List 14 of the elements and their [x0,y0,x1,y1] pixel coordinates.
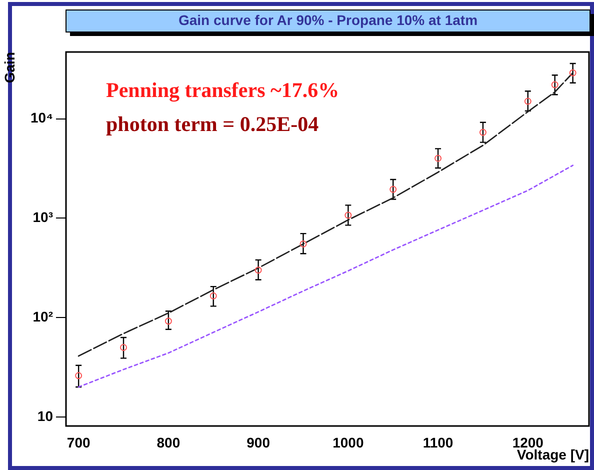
x-tick-label: 800 [156,434,180,450]
y-tick-label: 10³ [32,209,54,226]
chart-title: Gain curve for Ar 90% - Propane 10% at 1atm [178,12,478,28]
x-tick-label: 700 [66,434,90,450]
x-tick-label: 900 [246,434,270,450]
annotation: Penning transfers ~17.6% [106,78,340,102]
y-tick-label: 10² [32,308,54,324]
x-tick-label: 1000 [332,434,364,450]
annotation: photon term = 0.25E-04 [106,112,320,136]
y-tick-label: 10⁴ [30,110,54,126]
x-tick-label: 1100 [422,434,454,450]
x-tick-label: 1200 [512,434,544,450]
y-axis-title: Gain [1,52,18,84]
y-tick-label: 10 [37,408,54,424]
